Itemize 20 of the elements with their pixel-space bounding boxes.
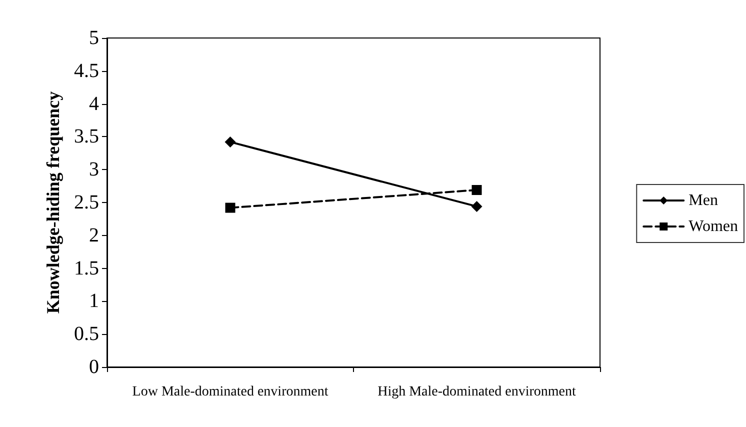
point xyxy=(471,200,482,212)
legend-label: Women xyxy=(688,218,738,235)
y-tick-label: 0 xyxy=(89,356,99,378)
y-axis-title: Knowledge-hiding frequency xyxy=(43,91,63,314)
y-tick-label: 3.5 xyxy=(74,126,99,148)
x-tick-label: Low Male-dominated environment xyxy=(132,384,328,400)
y-tick-label: 1 xyxy=(89,290,99,312)
point xyxy=(225,202,236,213)
y-tick-label: 3 xyxy=(89,158,99,181)
y-tick-label: 2.5 xyxy=(74,192,99,214)
x-tick-label: High Male-dominated environment xyxy=(378,384,576,400)
y-tick-label: 2 xyxy=(89,224,99,246)
y-tick-label: 0.5 xyxy=(74,323,99,346)
legend-label: Men xyxy=(688,192,718,209)
point xyxy=(472,185,482,195)
y-tick-label: 5 xyxy=(89,27,99,49)
y-tick-label: 1.5 xyxy=(74,257,99,280)
point xyxy=(224,136,236,148)
y-tick-label: 4 xyxy=(89,92,99,115)
y-tick-label: 4.5 xyxy=(74,60,99,82)
